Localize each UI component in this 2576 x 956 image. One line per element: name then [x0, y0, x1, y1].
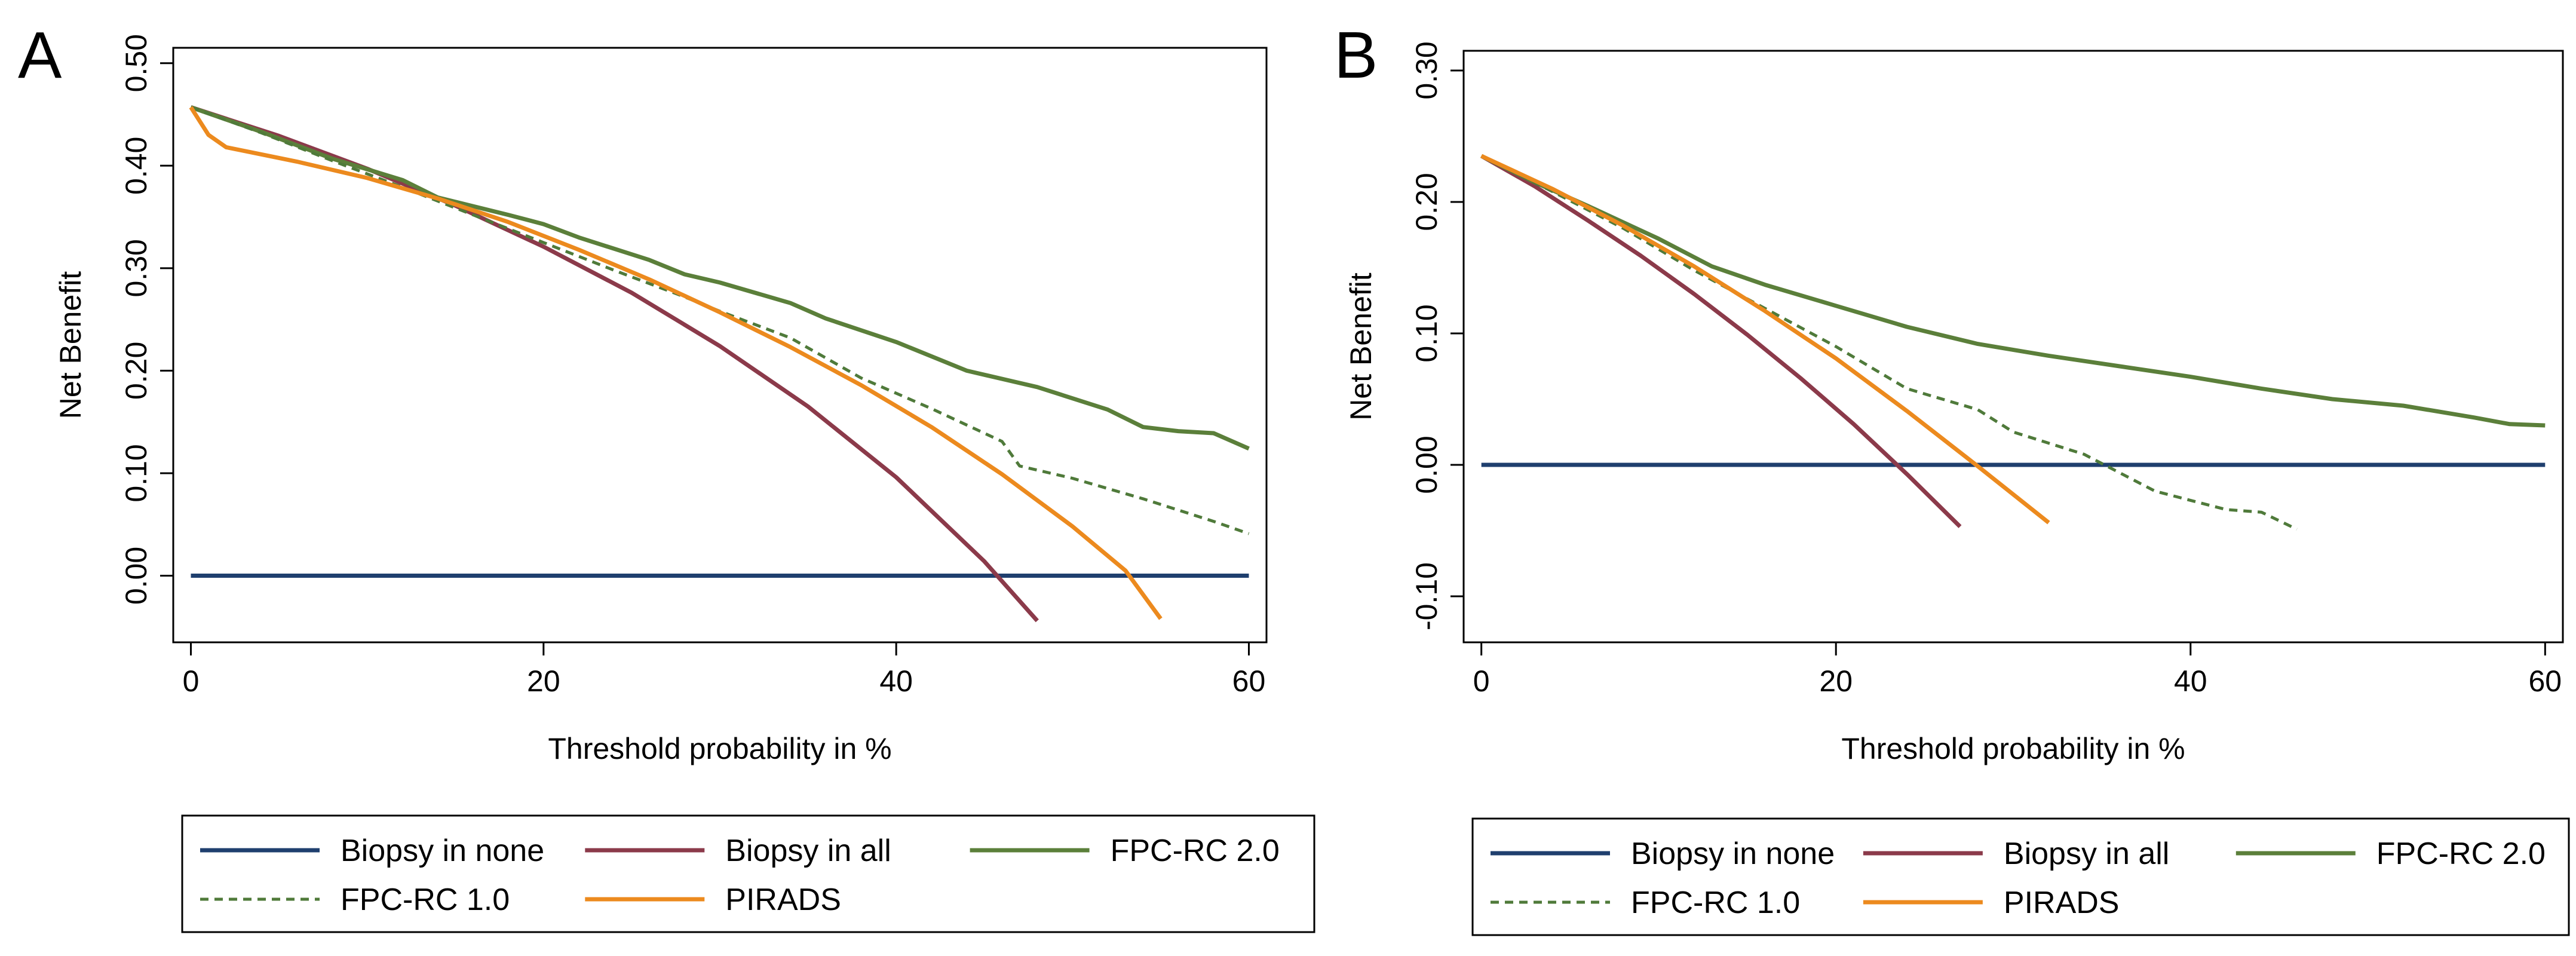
legend-label-none: Biopsy in none [1631, 836, 1835, 871]
series-line-all [190, 105, 1039, 623]
y-axis-title: Net Benefit [54, 271, 87, 419]
x-axis-title: Threshold probability in % [548, 732, 891, 765]
series-line-fpc1 [190, 106, 1250, 535]
legend-label-fpc2: FPC-RC 2.0 [2376, 836, 2546, 871]
x-tick-label: 60 [1232, 664, 1266, 698]
y-tick-label: 0.50 [119, 34, 153, 92]
y-tick-label: 0.00 [119, 547, 153, 605]
x-tick-label: 40 [2174, 664, 2207, 698]
series-line-all [1480, 154, 1962, 528]
y-tick-label: 0.00 [1410, 436, 1443, 494]
x-tick-label: 40 [879, 664, 913, 698]
y-tick-label: 0.40 [119, 137, 153, 195]
y-tick-label: 0.10 [119, 444, 153, 502]
x-tick-label: 60 [2529, 664, 2562, 698]
legend-label-none: Biopsy in none [341, 834, 544, 868]
legend-label-fpc2: FPC-RC 2.0 [1111, 834, 1280, 868]
legend-label-pirads: PIRADS [2004, 885, 2120, 920]
x-tick-label: 20 [1819, 664, 1853, 698]
legend-label-all: Biopsy in all [2004, 836, 2169, 871]
legend-box [181, 814, 1315, 933]
series-line-pirads [1480, 154, 2050, 525]
series-line-fpc2 [1480, 154, 2546, 428]
legend-label-all: Biopsy in all [725, 834, 891, 868]
y-tick-label: 0.20 [1410, 173, 1443, 231]
y-tick-label: 0.10 [1410, 304, 1443, 362]
panel-label: B [1334, 19, 1378, 92]
legend-label-fpc1: FPC-RC 1.0 [1631, 885, 1800, 920]
chart-panel-a: A 0 20 40 60 0.00 0.10 0.20 0.30 0.40 0.50 Threshol… [18, 19, 1315, 933]
series-line-pirads [189, 106, 1163, 620]
y-tick-label: -0.10 [1410, 562, 1443, 630]
legend-box [1471, 817, 2570, 936]
y-tick-label: 0.30 [1410, 41, 1443, 99]
legend-label-fpc1: FPC-RC 1.0 [341, 883, 510, 917]
plot-frame [1462, 50, 2564, 644]
legend-label-pirads: PIRADS [725, 883, 841, 917]
x-tick-label: 0 [183, 664, 200, 698]
y-tick-label: 0.20 [119, 342, 153, 400]
y-tick-label: 0.30 [119, 239, 153, 297]
x-axis-title: Threshold probability in % [1841, 732, 2185, 765]
x-tick-label: 20 [527, 664, 560, 698]
y-axis-title: Net Benefit [1344, 272, 1378, 420]
panel-label: A [18, 19, 62, 92]
plot-frame [172, 47, 1268, 644]
x-tick-label: 0 [1473, 664, 1490, 698]
chart-panel-b: B 0 20 40 60 -0.10 0.00 0.10 0.20 0.30 Threshold p… [1334, 19, 2570, 936]
series-line-fpc1 [1480, 154, 2298, 531]
series-line-fpc2 [190, 105, 1250, 451]
